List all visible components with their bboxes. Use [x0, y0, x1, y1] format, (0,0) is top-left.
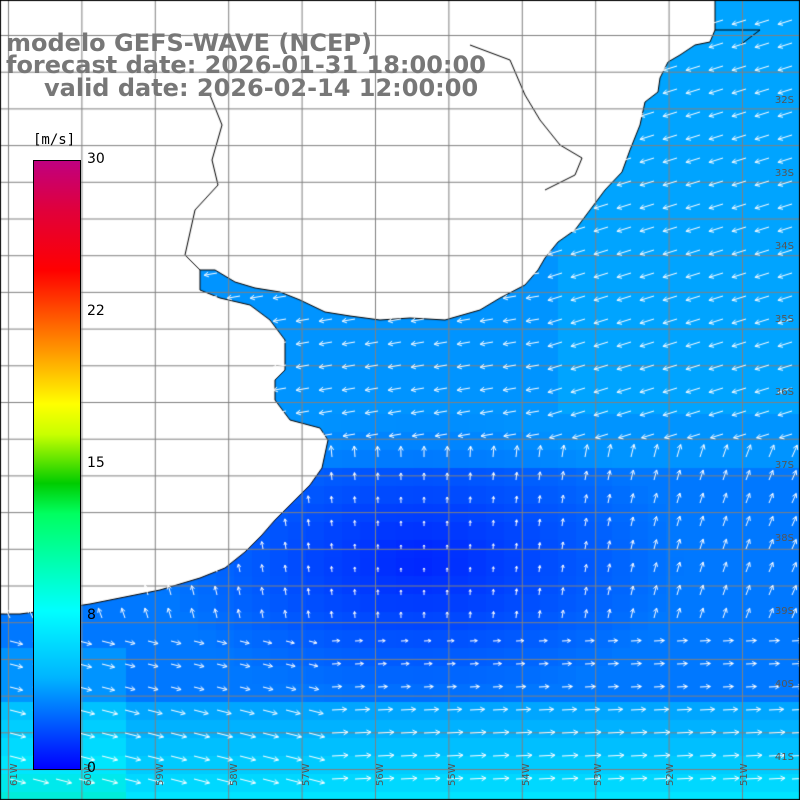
lat-label: 36S	[774, 387, 794, 398]
lon-label: 51W	[739, 763, 750, 786]
lon-label: 59W	[155, 763, 166, 786]
lon-label: 56W	[375, 763, 386, 786]
lat-label: 32S	[774, 95, 794, 106]
lat-label: 37S	[774, 460, 794, 471]
colorbar-tick: 15	[87, 455, 105, 471]
colorbar	[33, 160, 81, 770]
colorbar-tick: 8	[87, 607, 96, 623]
title-model: modelo GEFS-WAVE (NCEP)	[6, 29, 372, 57]
lon-label: 53W	[593, 763, 604, 786]
lon-label: 52W	[665, 763, 676, 786]
lon-label: 58W	[229, 763, 240, 786]
lon-label: 61W	[9, 763, 20, 786]
colorbar-unit: [m/s]	[33, 132, 76, 148]
lat-label: 41S	[774, 752, 794, 763]
lat-label: 39S	[774, 606, 794, 617]
colorbar-tick: 22	[87, 303, 105, 319]
lat-label: 38S	[774, 533, 794, 544]
colorbar-tick: 30	[87, 151, 105, 167]
lat-label: 35S	[774, 314, 794, 325]
lon-label: 54W	[521, 763, 532, 786]
lat-label: 34S	[774, 241, 794, 252]
lat-label: 40S	[774, 679, 794, 690]
lat-label: 33S	[774, 168, 794, 179]
title-valid-date: valid date: 2026-02-14 12:00:00	[44, 74, 479, 102]
lon-label: 55W	[447, 763, 458, 786]
lon-label: 57W	[301, 763, 312, 786]
title-forecast-date: forecast date: 2026-01-31 18:00:00	[6, 51, 486, 79]
colorbar-tick: 0	[87, 760, 96, 776]
